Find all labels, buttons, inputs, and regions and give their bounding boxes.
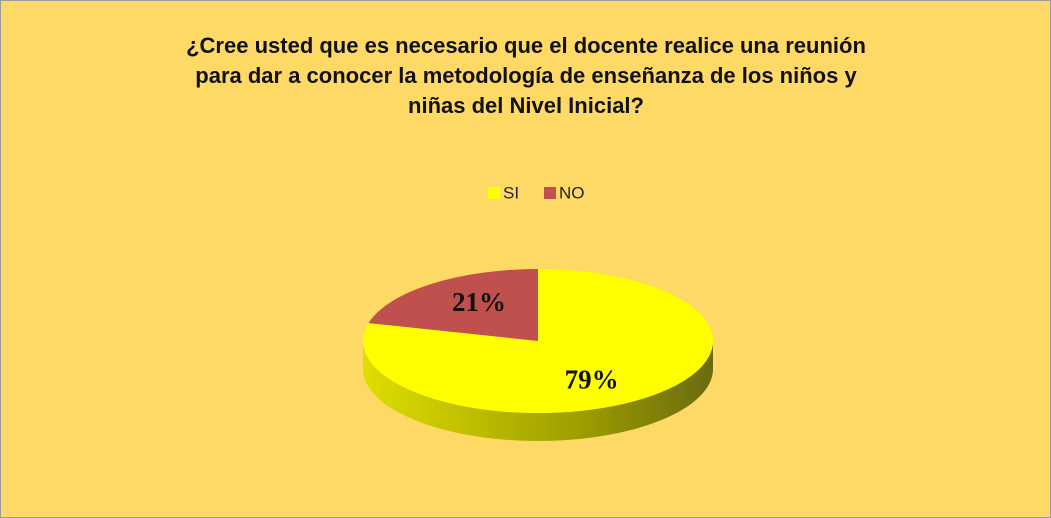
chart-title: ¿Cree usted que es necesario que el doce… (186, 33, 866, 118)
legend-swatch (488, 187, 500, 199)
data-label: 79% (565, 365, 619, 395)
data-label: 21% (452, 287, 506, 317)
slice-side (363, 341, 713, 441)
legend-swatch (544, 187, 556, 199)
slice (368, 269, 538, 341)
legend-label: NO (559, 183, 585, 202)
legend-label: SI (503, 183, 519, 202)
